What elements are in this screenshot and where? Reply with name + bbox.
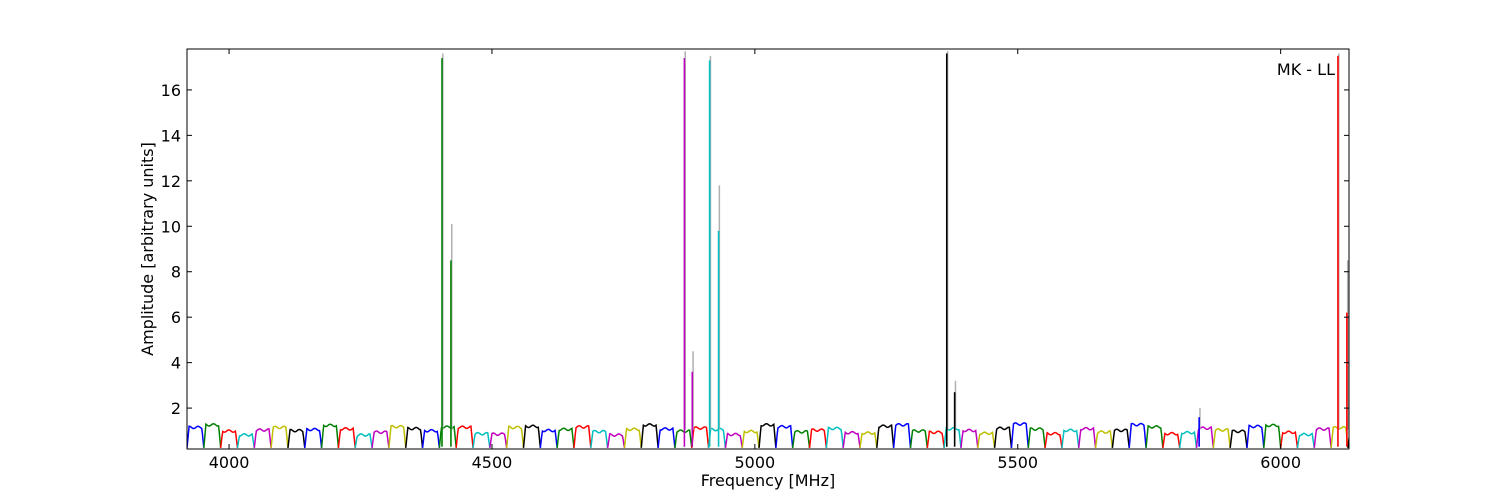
band-line bbox=[472, 431, 491, 448]
band-line bbox=[1263, 423, 1282, 448]
band-line bbox=[1128, 422, 1147, 448]
band-line bbox=[1027, 427, 1046, 448]
band-line bbox=[859, 431, 878, 448]
band-line bbox=[404, 426, 424, 448]
band-line bbox=[775, 424, 794, 448]
band-line bbox=[808, 428, 828, 448]
band-line bbox=[539, 428, 558, 448]
plot-frame bbox=[186, 48, 1350, 450]
band-line bbox=[909, 429, 929, 448]
band-line bbox=[1077, 426, 1097, 448]
band-line bbox=[388, 424, 407, 448]
band-line bbox=[270, 425, 289, 448]
band-line bbox=[606, 433, 626, 448]
band-line bbox=[674, 429, 693, 448]
band-line bbox=[590, 429, 609, 448]
band-line bbox=[337, 426, 356, 448]
band-line bbox=[371, 430, 390, 448]
band-line bbox=[354, 433, 373, 448]
plot-area bbox=[187, 51, 1349, 448]
band-line bbox=[320, 423, 340, 448]
band-line bbox=[455, 425, 474, 448]
band-line bbox=[203, 422, 222, 448]
y-tick-label: 4 bbox=[171, 354, 181, 373]
band-line bbox=[977, 431, 996, 448]
band-line bbox=[1212, 428, 1231, 448]
band-line bbox=[657, 426, 676, 448]
x-tick-label: 6000 bbox=[1260, 453, 1301, 472]
band-line bbox=[926, 430, 945, 448]
band-line bbox=[1313, 427, 1332, 448]
y-tick-label: 12 bbox=[161, 172, 181, 191]
band-line bbox=[1279, 430, 1299, 448]
band-line bbox=[623, 427, 643, 448]
band-line bbox=[1229, 429, 1248, 448]
band-line bbox=[1178, 430, 1198, 448]
band-line bbox=[960, 428, 979, 448]
band-line bbox=[505, 425, 525, 448]
x-axis-label: Frequency [MHz] bbox=[701, 471, 835, 490]
band-line bbox=[1145, 424, 1164, 448]
plot-annotation: MK - LL bbox=[1277, 60, 1335, 79]
band-line bbox=[1162, 431, 1181, 448]
band-line bbox=[791, 429, 811, 448]
x-tick-label: 4500 bbox=[472, 453, 513, 472]
y-axis-label: Amplitude [arbitrary units] bbox=[138, 142, 157, 356]
y-tick-label: 8 bbox=[171, 263, 181, 282]
band-line bbox=[187, 425, 205, 448]
band-line bbox=[219, 429, 239, 448]
band-line bbox=[825, 426, 844, 448]
band-line bbox=[1111, 428, 1130, 448]
band-line bbox=[640, 423, 659, 448]
x-tick-label: 4000 bbox=[209, 453, 250, 472]
band-line bbox=[707, 427, 727, 448]
x-tick-label: 5000 bbox=[734, 453, 775, 472]
x-axis: 4000 4500 5000 5500 6000 bbox=[209, 49, 1301, 472]
band-line bbox=[253, 428, 272, 448]
band-line bbox=[1094, 430, 1114, 448]
band-line bbox=[993, 426, 1013, 448]
x-tick-label: 5500 bbox=[997, 453, 1038, 472]
y-tick-label: 6 bbox=[171, 308, 181, 327]
band-line bbox=[236, 432, 256, 448]
y-tick-label: 10 bbox=[161, 217, 181, 236]
band-line bbox=[741, 429, 760, 448]
band-line bbox=[421, 428, 441, 448]
band-line bbox=[842, 430, 861, 448]
band-line bbox=[876, 424, 895, 448]
band-line bbox=[1347, 432, 1349, 448]
band-line bbox=[287, 428, 306, 448]
y-tick-label: 14 bbox=[161, 126, 181, 145]
band-line bbox=[1010, 422, 1030, 448]
band-line bbox=[1044, 431, 1063, 448]
band-line bbox=[573, 425, 592, 448]
band-line bbox=[522, 424, 542, 448]
band-line bbox=[892, 422, 912, 448]
band-line bbox=[724, 432, 743, 448]
band-line bbox=[1061, 428, 1080, 448]
band-line bbox=[304, 427, 323, 448]
band-line bbox=[1330, 425, 1349, 448]
band-line bbox=[1296, 432, 1316, 448]
y-axis: 2 4 6 8 10 12 14 16 bbox=[161, 81, 1349, 418]
y-tick-label: 2 bbox=[171, 399, 181, 418]
band-line bbox=[1246, 424, 1265, 448]
y-tick-label: 16 bbox=[161, 81, 181, 100]
band-line bbox=[556, 427, 575, 448]
band-line bbox=[758, 422, 777, 448]
band-line bbox=[691, 426, 710, 448]
band-line bbox=[489, 432, 508, 448]
